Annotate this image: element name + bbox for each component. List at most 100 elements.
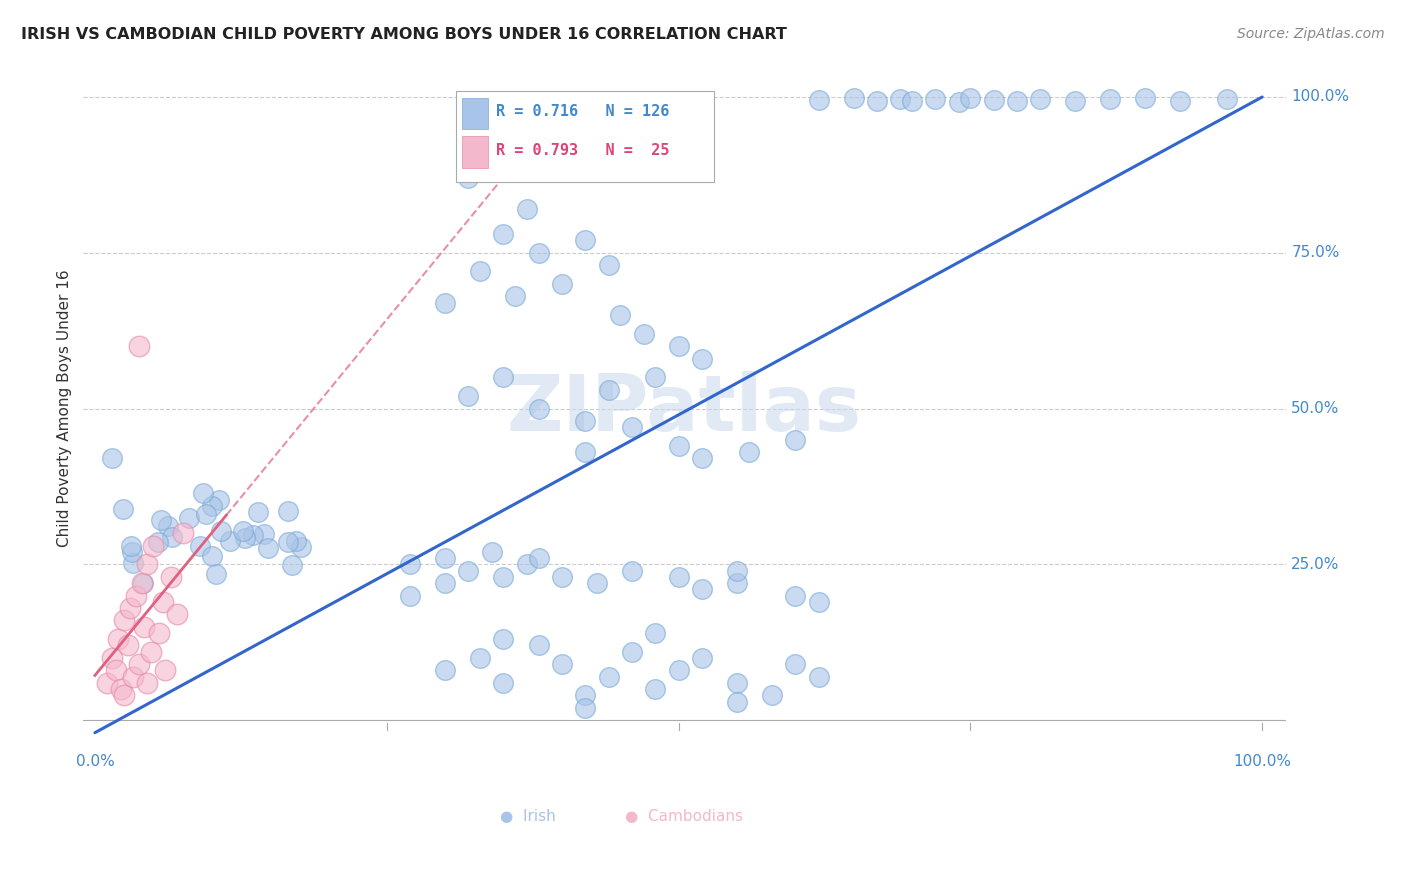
Point (737, 445, 759, 459)
Point (551, 570, 574, 584)
Point (492, 370, 515, 384)
Point (468, 651, 491, 665)
Point (527, 639, 550, 653)
Point (434, 551, 457, 566)
Text: R = 0.716   N = 126: R = 0.716 N = 126 (496, 104, 669, 120)
Point (121, 556, 143, 570)
Text: 50.0%: 50.0% (1291, 401, 1340, 416)
Point (160, 530, 183, 544)
Y-axis label: Child Poverty Among Boys Under 16: Child Poverty Among Boys Under 16 (58, 269, 72, 548)
Point (399, 589, 422, 603)
Point (136, 558, 159, 572)
Point (1170, 94, 1192, 108)
Point (807, 669, 830, 683)
Point (959, 91, 981, 105)
Text: Source: ZipAtlas.com: Source: ZipAtlas.com (1237, 27, 1385, 41)
Point (492, 227, 515, 241)
Point (434, 295, 457, 310)
Point (148, 626, 170, 640)
Point (516, 558, 538, 572)
Point (132, 576, 155, 591)
Point (101, 651, 124, 665)
Point (232, 524, 254, 538)
Point (668, 570, 690, 584)
FancyBboxPatch shape (456, 91, 714, 182)
Point (598, 258, 620, 272)
Point (620, 420, 643, 434)
Point (101, 451, 124, 466)
Point (191, 485, 214, 500)
Point (146, 535, 169, 549)
Point (136, 675, 159, 690)
Point (690, 351, 713, 366)
Point (157, 519, 180, 533)
Point (112, 614, 135, 628)
Point (188, 539, 211, 553)
Point (785, 589, 807, 603)
Point (205, 566, 228, 581)
Point (457, 389, 479, 403)
Point (434, 576, 457, 591)
Point (725, 675, 748, 690)
Text: IRISH VS CAMBODIAN CHILD POVERTY AMONG BOYS UNDER 16 CORRELATION CHART: IRISH VS CAMBODIAN CHILD POVERTY AMONG B… (21, 27, 787, 42)
Point (620, 564, 643, 578)
Point (481, 545, 503, 559)
Point (457, 171, 479, 186)
Point (457, 564, 479, 578)
Point (644, 626, 666, 640)
Point (598, 383, 620, 397)
Point (503, 289, 526, 303)
Point (219, 533, 242, 548)
Point (118, 601, 141, 615)
Point (1135, 91, 1157, 105)
Point (121, 545, 143, 559)
Point (586, 576, 609, 591)
Point (247, 505, 270, 519)
Point (807, 595, 830, 609)
Point (609, 308, 631, 322)
Text: 25.0%: 25.0% (1291, 557, 1340, 572)
Point (166, 607, 188, 622)
Point (290, 540, 312, 554)
Point (948, 95, 970, 109)
Point (128, 339, 150, 353)
Text: 75.0%: 75.0% (1291, 245, 1340, 260)
Point (125, 589, 148, 603)
Bar (463, 98, 488, 129)
Point (574, 233, 596, 247)
Point (201, 549, 224, 563)
Point (690, 651, 713, 665)
Point (111, 502, 134, 516)
Point (128, 657, 150, 672)
Point (112, 688, 135, 702)
Bar (463, 136, 488, 168)
Point (172, 526, 194, 541)
Point (132, 620, 155, 634)
Point (468, 264, 491, 278)
Point (725, 564, 748, 578)
Point (201, 500, 224, 514)
Point (644, 370, 666, 384)
Text: 100.0%: 100.0% (1291, 89, 1350, 104)
Point (983, 93, 1005, 107)
Point (277, 504, 299, 518)
Point (1216, 92, 1239, 106)
Text: 100.0%: 100.0% (1233, 755, 1291, 770)
Point (1005, 95, 1028, 109)
Point (142, 539, 165, 553)
Point (633, 326, 655, 341)
Point (277, 534, 299, 549)
Point (785, 657, 807, 672)
Point (104, 664, 127, 678)
Point (527, 401, 550, 416)
Point (492, 570, 515, 584)
Point (96, 675, 118, 690)
Point (761, 688, 783, 702)
Point (233, 531, 256, 545)
Point (117, 639, 139, 653)
Point (574, 700, 596, 714)
Point (527, 245, 550, 260)
Point (110, 681, 132, 696)
Point (1099, 93, 1122, 107)
Point (492, 675, 515, 690)
